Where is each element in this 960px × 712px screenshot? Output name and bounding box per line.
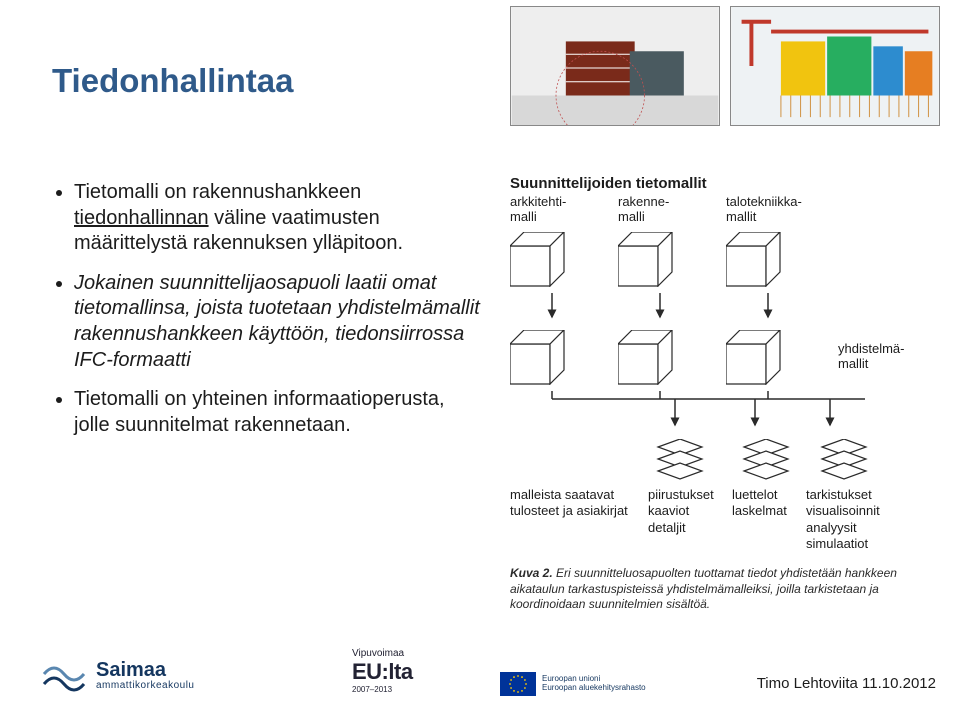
cube-icon: [726, 232, 816, 287]
cube-icon: [510, 232, 600, 287]
underlined-term: tiedonhallinnan: [74, 207, 209, 229]
models-diagram: Suunnittelijoiden tietomallit arkkitehti…: [510, 175, 930, 595]
cube-icon: [618, 232, 708, 287]
cube-icon: [726, 330, 816, 385]
logo-saimaa: Saimaa ammattikorkeakoulu: [42, 654, 194, 698]
col-label: talotekniikka-mallit: [726, 194, 816, 224]
logo-vipuvoimaa: Vipuvoimaa EU:lta 2007–2013: [352, 648, 413, 694]
saimaa-wave-icon: [42, 654, 86, 698]
bottom-label-group: piirustuksetkaaviotdetaljit: [648, 487, 732, 552]
diagram-col-labels: arkkitehti-malli rakenne-malli talotekniik…: [510, 194, 930, 224]
bottom-label-group: malleista saatavattulosteet ja asiakirja…: [510, 487, 648, 552]
thumbnail-left: [510, 6, 720, 126]
bullet-item: Tietomalli on rakennushankkeen tiedonhal…: [74, 180, 482, 257]
cubes-row-2: yhdistelmä-mallit: [510, 330, 930, 385]
stacks-row: [510, 439, 930, 481]
arrows-spread: [510, 391, 910, 431]
cubes-row-1: [510, 232, 930, 287]
caption-text: Eri suunnitteluosapuolten tuottamat tied…: [510, 566, 897, 611]
slide-title: Tiedonhallintaa: [52, 62, 293, 100]
logo-eu: Euroopan unioni Euroopan aluekehitysraha…: [500, 672, 646, 696]
col-label: arkkitehti-malli: [510, 194, 600, 224]
slide: Tiedonhallintaa Tietomalli on rakennusha…: [0, 0, 960, 712]
bullet-item: Jokainen suunnittelijaosapuoli laatii om…: [74, 271, 482, 373]
stack-icon: [652, 439, 738, 481]
diagram-caption: Kuva 2. Eri suunnitteluosapuolten tuotta…: [510, 566, 930, 613]
row-side-label: yhdistelmä-mallit: [838, 341, 904, 371]
stack-icon: [738, 439, 816, 481]
stack-icon: [816, 439, 896, 481]
thumbnail-right: [730, 6, 940, 126]
col-label: rakenne-malli: [618, 194, 708, 224]
vipu-sub: 2007–2013: [352, 685, 413, 694]
top-thumbnails: [510, 6, 940, 126]
bottom-label-group: luettelotlaskelmat: [732, 487, 806, 552]
bullet-item: Tietomalli on yhteinen informaatioperust…: [74, 387, 482, 438]
bullet-list: Tietomalli on rakennushankkeen tiedonhal…: [52, 180, 482, 452]
eu-line2: Euroopan aluekehitysrahasto: [542, 684, 646, 693]
cube-icon: [510, 330, 600, 385]
footer: Saimaa ammattikorkeakoulu Vipuvoimaa EU:…: [0, 640, 960, 712]
vipu-big: EU:lta: [352, 659, 413, 685]
saimaa-name: Saimaa: [96, 661, 194, 680]
bottom-label-group: tarkistuksetvisualisoinnitanalyysitsimul…: [806, 487, 906, 552]
arrows-down: [544, 293, 930, 328]
vipu-top: Vipuvoimaa: [352, 648, 413, 659]
saimaa-sub: ammattikorkeakoulu: [96, 680, 194, 691]
caption-label: Kuva 2.: [510, 566, 553, 580]
cube-icon: [618, 330, 708, 385]
footer-date-author: Timo Lehtoviita 11.10.2012: [757, 675, 936, 692]
diagram-title: Suunnittelijoiden tietomallit: [510, 175, 930, 192]
eu-flag-icon: [500, 672, 536, 696]
bottom-labels: malleista saatavattulosteet ja asiakirja…: [510, 487, 930, 552]
